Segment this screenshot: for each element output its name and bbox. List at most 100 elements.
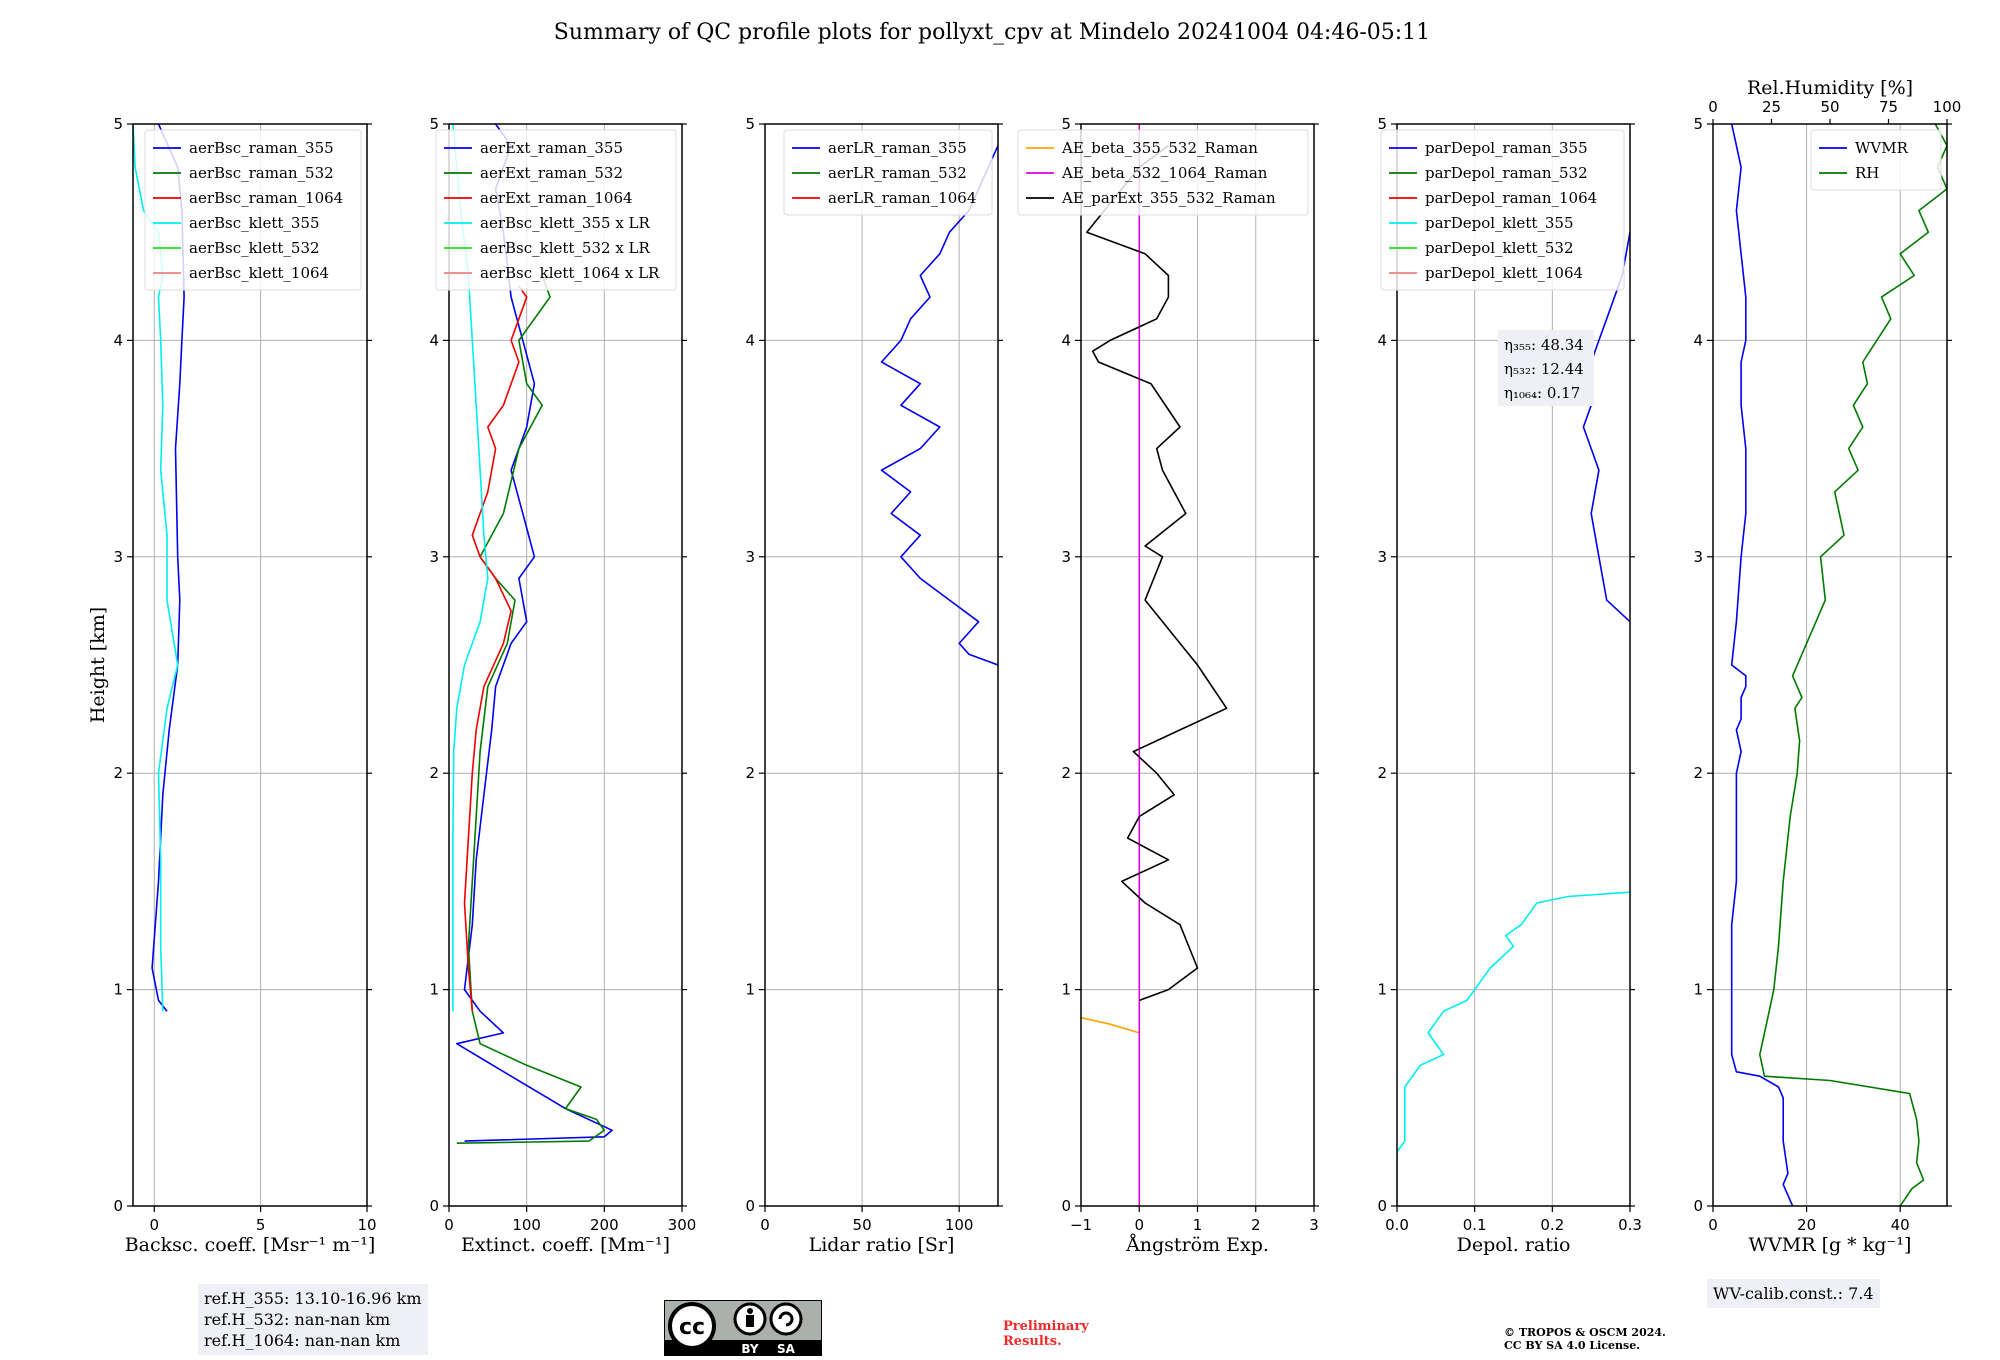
figure-title: Summary of QC profile plots for pollyxt_… [553,20,1431,45]
y-tick-label: 5 [1377,115,1387,133]
x-tick-label: 5 [256,1216,266,1234]
x-tick-label: 20 [1797,1216,1816,1234]
y-tick-label: 3 [1377,548,1387,566]
x2-tick-label: 50 [1820,98,1839,116]
x-axis-label: Lidar ratio [Sr] [809,1234,955,1256]
reference-heights-box: ref.H_355: 13.10-16.96 km ref.H_532: nan… [198,1284,428,1355]
x-tick-label: 0 [1134,1216,1144,1234]
y-tick-label: 4 [429,331,439,349]
legend-label: aerBsc_klett_355 x LR [480,214,651,232]
legend-label: parDepol_klett_355 [1425,214,1574,232]
y-tick-label: 2 [1693,764,1703,782]
x-tick-label: 0 [1708,1216,1718,1234]
y-tick-label: 5 [429,115,439,133]
legend-label: aerBsc_raman_532 [189,164,334,182]
y-tick-label: 4 [113,331,123,349]
y-tick-label: 0 [113,1197,123,1215]
by-label: BY [741,1342,758,1356]
sa-share-icon [769,1302,803,1336]
cc-license-badge: cc BY SA [664,1300,822,1356]
x-tick-label: 100 [945,1216,974,1234]
wv-calib-box: WV-calib.const.: 7.4 [1707,1279,1880,1308]
x-tick-label: 0.1 [1463,1216,1487,1234]
x-tick-label: 0 [760,1216,770,1234]
legend-label: aerLR_raman_1064 [828,189,976,207]
by-person-body [746,1315,754,1327]
x2-tick-label: 25 [1762,98,1781,116]
x-tick-label: 300 [668,1216,697,1234]
x2-axis-label: Rel.Humidity [%] [1747,77,1913,99]
x-tick-label: 1 [1193,1216,1203,1234]
legend-label: aerBsc_klett_1064 [189,264,329,282]
legend-box [1810,129,1942,191]
series-line-1 [456,275,606,1144]
legend-label: aerBsc_raman_1064 [189,189,343,207]
y-tick-label: 1 [1693,981,1703,999]
axes-frame [1712,123,1948,1207]
series-line-0 [455,124,613,1142]
y-tick-label: 4 [1377,331,1387,349]
x-tick-label: 50 [853,1216,872,1234]
legend-box [1380,129,1625,291]
y-tick-label: 0 [429,1197,439,1215]
copyright-line-1: © TROPOS & OSCM 2024. [1504,1326,1666,1339]
x-tick-label: 0 [149,1216,159,1234]
legend-label: parDepol_klett_532 [1425,239,1574,257]
legend-label: aerBsc_klett_532 x LR [480,239,651,257]
ref-height-532: ref.H_532: nan-nan km [204,1310,391,1329]
y-tick-label: 2 [745,764,755,782]
sa-label: SA [777,1342,796,1356]
y-tick-label: 3 [429,548,439,566]
y-tick-label: 2 [113,764,123,782]
legend-label: aerExt_raman_1064 [480,189,633,207]
x-tick-label: 10 [357,1216,376,1234]
series-line-2 [1086,144,1228,1002]
x-tick-label: 0.3 [1618,1216,1642,1234]
preliminary-note: Preliminary Results. [1003,1319,1089,1349]
legend-label: aerBsc_klett_1064 x LR [480,264,660,282]
eta-annotation: η₁₀₆₄: 0.17 [1504,384,1580,402]
series-line-2 [463,285,528,1012]
eta-annotation-box [1498,330,1594,406]
legend-box [1017,129,1309,216]
ref-height-355: ref.H_355: 13.10-16.96 km [204,1289,422,1308]
ref-height-1064: ref.H_1064: nan-nan km [204,1331,401,1350]
x-axis-label: Backsc. coeff. [Msr⁻¹ m⁻¹] [125,1234,376,1256]
x-tick-label: −1 [1070,1216,1092,1234]
axes-frame [764,123,999,1207]
legend-label: AE_beta_532_1064_Raman [1061,164,1268,182]
legend-box [144,129,362,291]
copyright-note: © TROPOS & OSCM 2024. CC BY SA 4.0 Licen… [1504,1326,1666,1352]
x-tick-label: 0.2 [1540,1216,1564,1234]
legend: parDepol_raman_355 parDepol_raman_532 parD… [1380,129,1625,291]
legend-label: aerLR_raman_532 [828,164,967,182]
legend-label: aerExt_raman_532 [480,164,623,182]
series-line-0 [1081,1016,1140,1034]
x-tick-label: 200 [590,1216,619,1234]
legend: WVMR RH [1810,129,1942,191]
series-line-3 [1397,891,1630,1206]
legend-label: RH [1855,164,1879,182]
legend-label: parDepol_raman_1064 [1425,189,1597,207]
legend-label: aerBsc_klett_532 [189,239,320,257]
x2-tick-label: 100 [1933,98,1962,116]
x-axis-label: Depol. ratio [1457,1234,1571,1256]
preliminary-line-1: Preliminary [1003,1319,1089,1334]
y-tick-label: 3 [1693,548,1703,566]
y-tick-label: 5 [745,115,755,133]
eta-annotation: η₅₃₂: 12.44 [1504,360,1584,378]
y-tick-label: 1 [429,981,439,999]
y-tick-label: 1 [745,981,755,999]
legend-box [435,129,677,291]
legend: aerBsc_raman_355 aerBsc_raman_532 aerBsc_r… [144,129,362,291]
y-tick-label: 1 [1377,981,1387,999]
legend-label: aerBsc_klett_355 [189,214,320,232]
y-axis-label: Height [km] [87,607,109,723]
x-tick-label: 3 [1309,1216,1319,1234]
legend-box [783,129,993,216]
y-tick-label: 0 [1061,1197,1071,1215]
y-tick-label: 5 [1693,115,1703,133]
